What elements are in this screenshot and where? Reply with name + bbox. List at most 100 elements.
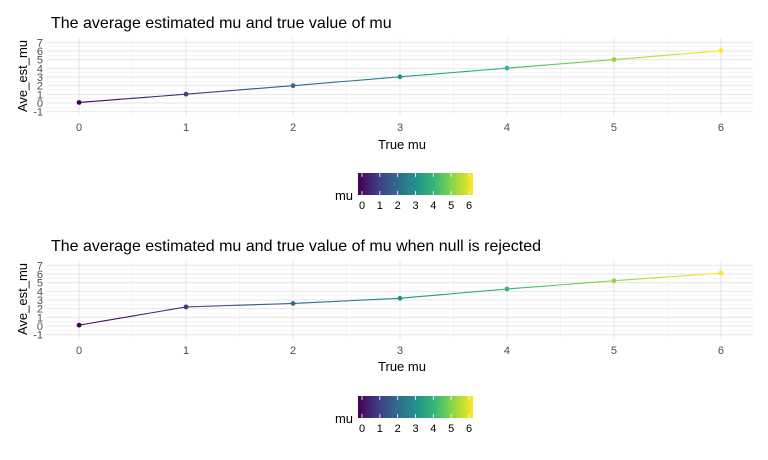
line-segment: [666, 275, 682, 278]
data-point: [504, 286, 510, 292]
y-tick-label: 3: [37, 295, 43, 307]
y-tick-label: 7: [37, 37, 43, 49]
x-tick-labels: 0 1 2 3 4 5 6: [76, 122, 724, 134]
x-tick-label: 3: [397, 122, 403, 134]
data-point: [76, 322, 82, 328]
line-segment: [319, 300, 334, 303]
line-segment: [559, 283, 575, 286]
colorbar-tick-label: 5: [448, 423, 454, 435]
colorbar-tick-label: 4: [430, 200, 436, 212]
y-tick-label: 6: [37, 46, 43, 58]
line-segment: [452, 70, 468, 74]
line-segment: [305, 301, 321, 304]
line-segment: [91, 99, 107, 102]
line-segment: [225, 89, 241, 92]
x-tick-label: 6: [718, 345, 724, 357]
series-points: [76, 270, 724, 328]
line-segment: [412, 74, 428, 77]
x-tick-label: 5: [611, 345, 617, 357]
data-point: [611, 57, 617, 62]
x-tick-label: 1: [183, 345, 189, 357]
line-segment: [693, 273, 709, 276]
colorbar-tick-label: 6: [466, 200, 472, 212]
y-tick-label: 0: [37, 321, 43, 333]
y-tick-label: 7: [37, 260, 43, 272]
line-segment: [105, 98, 120, 101]
grid: [47, 261, 753, 339]
line-segment: [372, 298, 388, 301]
line-segment: [158, 94, 174, 97]
line-segment: [653, 276, 668, 279]
x-tick-label: 2: [290, 122, 296, 134]
line-segment: [626, 278, 642, 281]
line-segment: [519, 286, 535, 289]
line-segment: [533, 64, 548, 67]
x-tick-label: 4: [504, 345, 510, 357]
line-segment: [586, 60, 602, 63]
colorbar-tick-label: 2: [395, 423, 401, 435]
series-line: [78, 272, 722, 326]
y-tick-label: 2: [37, 304, 43, 316]
x-tick-label: 3: [397, 345, 403, 357]
x-axis-label: True mu: [378, 137, 426, 152]
line-segment: [573, 61, 588, 64]
line-segment: [132, 313, 147, 317]
colorbar-tick-label: 3: [412, 200, 418, 212]
y-tick-label: 2: [37, 81, 43, 93]
data-point: [183, 91, 189, 97]
x-tick-label: 5: [611, 122, 617, 134]
legend-title: mu: [335, 411, 353, 426]
line-segment: [145, 95, 160, 98]
line-segment: [680, 52, 695, 55]
line-segment: [345, 79, 361, 82]
y-axis-label: Ave_est_mu: [15, 263, 30, 335]
grid: [47, 38, 753, 116]
line-segment: [118, 315, 134, 319]
chart-panel-1: The average estimated mu and true value …: [15, 15, 753, 212]
line-segment: [118, 97, 134, 100]
line-segment: [680, 274, 695, 277]
data-point: [718, 48, 724, 54]
colorbar-tick-label: 1: [377, 423, 383, 435]
y-tick-label: 4: [37, 63, 43, 75]
x-tick-label: 0: [76, 345, 82, 357]
colorbar-tick-label: 0: [359, 423, 365, 435]
line-segment: [546, 63, 562, 66]
line-segment: [145, 310, 160, 315]
line-segment: [479, 289, 495, 292]
colorbar: [358, 173, 473, 195]
line-segment: [372, 77, 388, 80]
colorbar: [358, 396, 473, 418]
colorbar-tick-label: 2: [395, 200, 401, 212]
line-segment: [519, 65, 535, 68]
y-tick-label: 3: [37, 72, 43, 84]
line-segment: [332, 80, 348, 83]
colorbar-tick-label: 6: [466, 423, 472, 435]
line-segment: [439, 293, 455, 296]
y-tick-label: 0: [37, 98, 43, 110]
line-segment: [479, 68, 495, 71]
line-segment: [466, 69, 481, 72]
line-segment: [586, 281, 602, 284]
line-segment: [653, 54, 668, 57]
line-segment: [466, 290, 481, 294]
y-tick-label: 4: [37, 286, 43, 298]
data-point: [183, 304, 189, 310]
line-segment: [359, 299, 374, 301]
y-tick-label: 1: [37, 89, 43, 101]
line-segment: [319, 81, 334, 85]
y-tick-label: 5: [37, 55, 43, 67]
line-segment: [252, 87, 267, 90]
x-tick-label: 4: [504, 122, 510, 134]
data-point: [76, 100, 82, 105]
line-segment: [212, 90, 227, 93]
line-segment: [105, 317, 120, 322]
y-tick-label: 5: [37, 278, 43, 290]
x-tick-label: 2: [290, 345, 296, 357]
x-axis-label: True mu: [378, 359, 426, 374]
colorbar-tick-label: 0: [359, 200, 365, 212]
line-segment: [305, 82, 321, 86]
colorbar-tick-label: 4: [430, 423, 436, 435]
